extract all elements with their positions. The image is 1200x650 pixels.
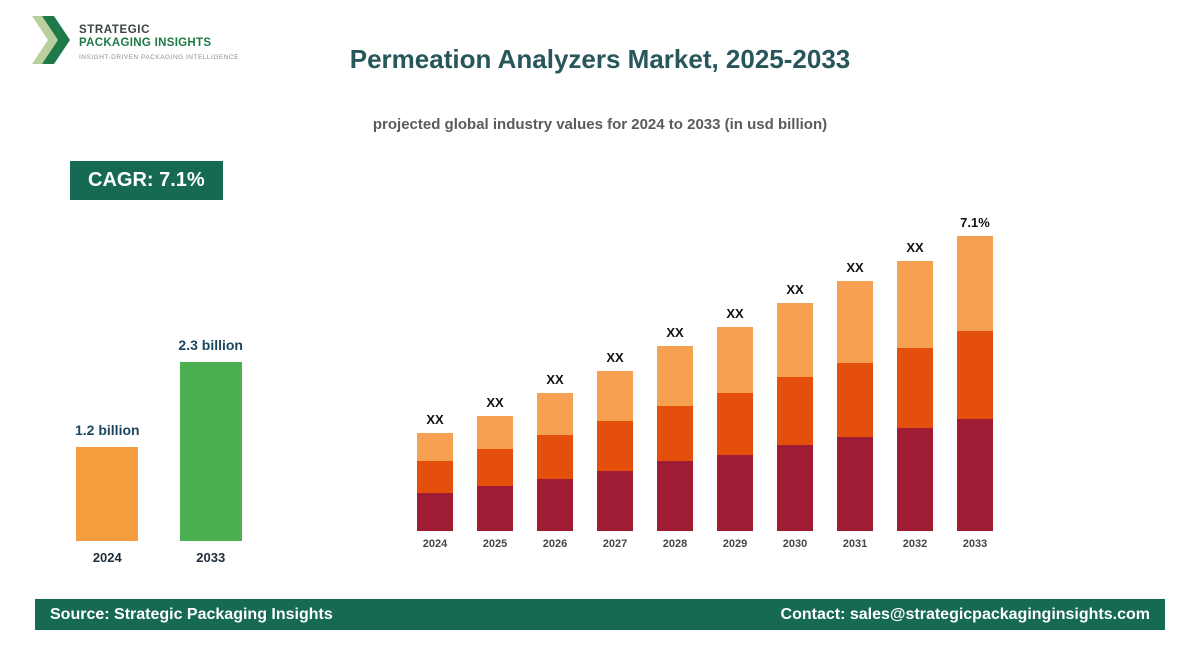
stacked-year-label: 2030: [782, 538, 808, 550]
summary-year-label: 2033: [196, 550, 226, 565]
bar-segment-top-segment: [717, 327, 753, 393]
stacked-bar-label: 7.1%: [960, 215, 990, 230]
logo-chevron-icon: [30, 14, 70, 71]
stacked-year-label: 2031: [842, 538, 868, 550]
logo-tagline: INSIGHT-DRIVEN PACKAGING INTELLIGENCE: [79, 53, 239, 61]
bar-segment-top-segment: [537, 393, 573, 435]
stacked-bar-label: XX: [426, 412, 444, 427]
stacked-bar-chart: XX 2024 XX 2025 XX 2026 XX 2027 XX 2028 XX 2029 XX 20…: [415, 198, 995, 550]
bar-segment-top-segment: [477, 416, 513, 449]
summary-bar: [76, 447, 139, 541]
stacked-bar-label: XX: [606, 350, 624, 365]
stacked-bar-label: XX: [726, 306, 744, 321]
summary-value-label: 2.3 billion: [178, 337, 243, 353]
stacked-bar-column: XX 2032: [895, 240, 935, 550]
page-title: Permeation Analyzers Market, 2025-2033: [349, 44, 851, 74]
stacked-bar: [957, 236, 993, 531]
stacked-bar-column: XX 2028: [655, 325, 695, 550]
bar-segment-bottom-segment: [477, 486, 513, 531]
bar-segment-bottom-segment: [657, 461, 693, 531]
bar-segment-middle-segment: [957, 331, 993, 419]
stacked-bar-label: XX: [666, 325, 684, 340]
stacked-bar-label: XX: [546, 372, 564, 387]
summary-bar: [179, 362, 242, 541]
bar-segment-top-segment: [837, 281, 873, 363]
logo-line1: STRATEGIC: [79, 23, 150, 36]
stacked-bar: [897, 261, 933, 531]
bar-segment-top-segment: [957, 236, 993, 331]
footer-source: Source: Strategic Packaging Insights: [50, 605, 333, 623]
bar-segment-top-segment: [657, 346, 693, 406]
stacked-bar-column: XX 2025: [475, 395, 515, 550]
page-subtitle: projected global industry values for 202…: [372, 116, 828, 133]
stacked-bar-label: XX: [786, 282, 804, 297]
stacked-bar: [657, 346, 693, 531]
stacked-bar-column: XX 2027: [595, 350, 635, 550]
summary-value-label: 1.2 billion: [75, 422, 140, 438]
stacked-year-label: 2033: [962, 538, 988, 550]
stacked-bar: [837, 281, 873, 531]
bar-segment-middle-segment: [597, 421, 633, 471]
bar-segment-middle-segment: [417, 461, 453, 493]
summary-bar-chart: 1.2 billion 2024 2.3 billion 2033: [75, 322, 243, 565]
bar-segment-bottom-segment: [777, 445, 813, 531]
bar-segment-top-segment: [777, 303, 813, 377]
stacked-bar: [597, 371, 633, 531]
bar-segment-top-segment: [417, 433, 453, 461]
summary-bar-column: 2.3 billion 2033: [178, 337, 243, 565]
stacked-bar: [777, 303, 813, 531]
stacked-bar-label: XX: [906, 240, 924, 255]
stacked-year-label: 2027: [602, 538, 628, 550]
stacked-bar-label: XX: [846, 260, 864, 275]
stacked-year-label: 2032: [902, 538, 928, 550]
stacked-bar-column: XX 2030: [775, 282, 815, 550]
stacked-bar-column: XX 2024: [415, 412, 455, 550]
bar-segment-middle-segment: [717, 393, 753, 455]
bar-segment-middle-segment: [897, 348, 933, 428]
stacked-year-label: 2029: [722, 538, 748, 550]
bar-segment-middle-segment: [777, 377, 813, 445]
logo-line2: PACKAGING INSIGHTS: [79, 36, 212, 49]
bar-segment-top-segment: [597, 371, 633, 421]
logo: STRATEGIC PACKAGING INSIGHTS INSIGHT-DRI…: [30, 14, 239, 71]
bar-segment-top-segment: [897, 261, 933, 348]
stacked-bar: [537, 393, 573, 531]
summary-year-label: 2024: [92, 550, 122, 565]
bar-segment-middle-segment: [537, 435, 573, 479]
bar-segment-bottom-segment: [897, 428, 933, 531]
stacked-bar-column: XX 2031: [835, 260, 875, 550]
stacked-bar: [417, 433, 453, 531]
bar-segment-bottom-segment: [417, 493, 453, 531]
cagr-badge: CAGR: 7.1%: [70, 161, 223, 200]
stacked-year-label: 2026: [542, 538, 568, 550]
stacked-year-label: 2025: [482, 538, 508, 550]
bar-segment-middle-segment: [477, 449, 513, 486]
stacked-bar-column: XX 2026: [535, 372, 575, 550]
stacked-bar-column: 7.1% 2033: [955, 215, 995, 550]
footer-bar: Source: Strategic Packaging Insights Con…: [35, 599, 1165, 630]
bar-segment-bottom-segment: [837, 437, 873, 531]
stacked-year-label: 2028: [662, 538, 688, 550]
stacked-bar-label: XX: [486, 395, 504, 410]
bar-segment-bottom-segment: [957, 419, 993, 531]
stacked-bar: [717, 327, 753, 531]
stacked-year-label: 2024: [422, 538, 448, 550]
bar-segment-bottom-segment: [597, 471, 633, 531]
stacked-bar: [477, 416, 513, 531]
bar-segment-bottom-segment: [717, 455, 753, 531]
bar-segment-middle-segment: [837, 363, 873, 437]
stacked-bar-column: XX 2029: [715, 306, 755, 550]
summary-bar-column: 1.2 billion 2024: [75, 422, 140, 565]
bar-segment-middle-segment: [657, 406, 693, 461]
bar-segment-bottom-segment: [537, 479, 573, 531]
footer-contact: Contact: sales@strategicpackaginginsight…: [780, 605, 1150, 623]
